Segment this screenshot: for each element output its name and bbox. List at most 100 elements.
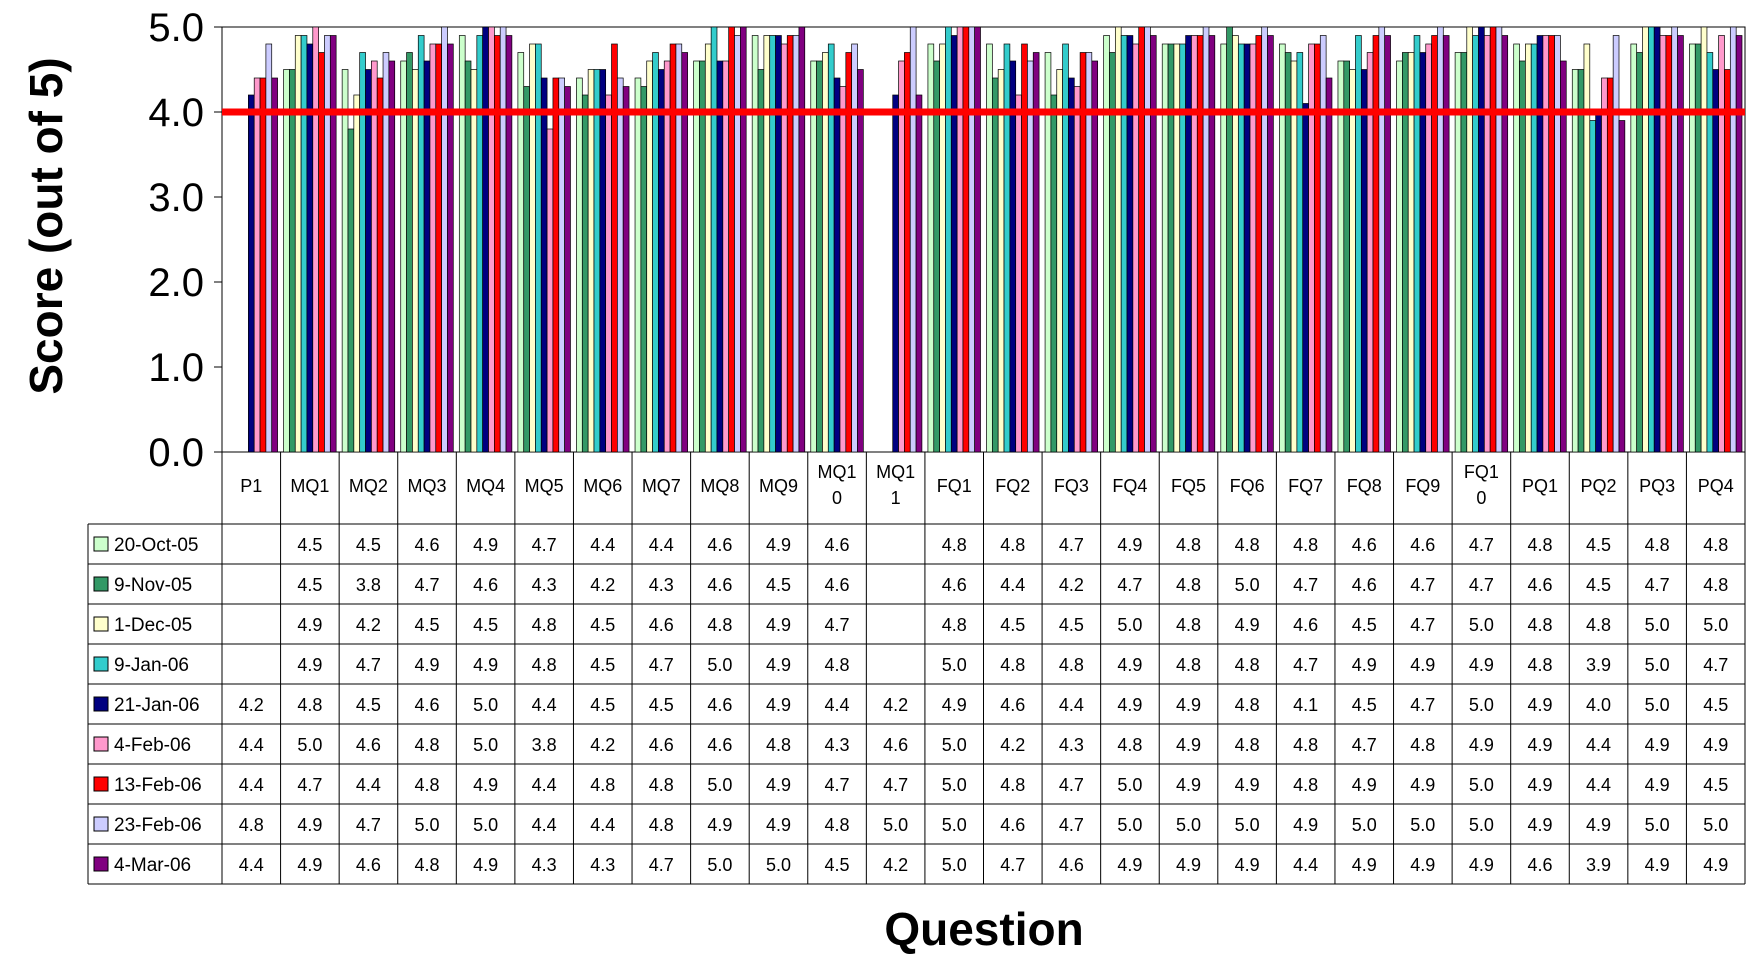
table-cell-value: 4.9 <box>473 655 498 675</box>
table-cell-value: 4.6 <box>415 535 440 555</box>
table-cell-value: 4.9 <box>1527 695 1552 715</box>
table-cell-value: 4.9 <box>1469 855 1494 875</box>
table-cell-value: 5.0 <box>942 735 967 755</box>
bar-FQ10-4-Feb-06 <box>1483 35 1491 453</box>
bar-FQ1-9-Jan-06 <box>945 26 952 453</box>
bar-MQ1-20-Oct-05 <box>283 69 290 453</box>
category-label: 1 <box>891 488 901 508</box>
table-cell-value: 5.0 <box>1352 815 1377 835</box>
table-cell-value: 4.9 <box>1117 695 1142 715</box>
bar-MQ3-13-Feb-06 <box>435 43 442 453</box>
table-cell-value: 4.2 <box>356 615 381 635</box>
bar-PQ2-21-Jan-06 <box>1595 111 1602 453</box>
table-cell-value: 4.7 <box>532 535 557 555</box>
table-cell-value: 4.4 <box>1586 775 1611 795</box>
table-cell-value: 4.7 <box>356 815 381 835</box>
bar-FQ8-23-Feb-06 <box>1378 26 1386 453</box>
bar-MQ3-23-Feb-06 <box>441 26 448 453</box>
table-cell-value: 4.9 <box>1176 735 1201 755</box>
table-cell-value: 5.0 <box>1469 775 1494 795</box>
table-cell-value: 4.8 <box>649 775 674 795</box>
category-label: MQ2 <box>349 476 388 496</box>
bar-MQ3-21-Jan-06 <box>423 60 431 453</box>
bar-MQ10-21-Jan-06 <box>833 77 841 453</box>
y-tick-label: 1.0 <box>148 346 204 390</box>
table-cell-value: 4.8 <box>766 735 791 755</box>
table-cell-value: 4.8 <box>825 815 850 835</box>
table-cell-value: 4.5 <box>297 575 322 595</box>
table-cell-value: 5.0 <box>1117 815 1142 835</box>
table-cell-value: 4.7 <box>1410 575 1435 595</box>
table-cell-value: 4.9 <box>766 815 791 835</box>
table-cell-value: 4.4 <box>1059 695 1084 715</box>
table-cell-value: 5.0 <box>1469 695 1494 715</box>
series-name: 21-Jan-06 <box>114 695 200 716</box>
bar-FQ6-20-Oct-05 <box>1220 43 1227 453</box>
bar-FQ4-1-Dec-05 <box>1114 26 1122 453</box>
table-cell-value: 4.6 <box>649 615 674 635</box>
category-label: FQ1 <box>1464 462 1499 482</box>
bar-MQ2-20-Oct-05 <box>341 69 349 453</box>
table-cell-value: 4.9 <box>1176 775 1201 795</box>
table-cell-value: 4.9 <box>415 655 440 675</box>
bar-MQ10-9-Nov-05 <box>816 60 823 453</box>
table-cell-value: 4.6 <box>1410 535 1435 555</box>
bar-MQ2-4-Mar-06 <box>388 60 396 453</box>
table-cell-value: 4.8 <box>1410 735 1435 755</box>
bar-FQ1-4-Mar-06 <box>974 26 981 453</box>
bar-FQ6-13-Feb-06 <box>1255 35 1263 453</box>
table-cell-value: 4.8 <box>1176 615 1201 635</box>
category-label: FQ1 <box>937 476 972 496</box>
table-cell-value: 4.0 <box>1586 695 1611 715</box>
bar-FQ6-23-Feb-06 <box>1261 26 1268 453</box>
bar-MQ8-21-Jan-06 <box>716 60 724 453</box>
table-cell-value: 4.8 <box>1176 575 1201 595</box>
table-cell-value: 4.5 <box>766 575 791 595</box>
table-cell-value: 4.2 <box>883 855 908 875</box>
legend-key <box>93 776 109 792</box>
bar-MQ4-21-Jan-06 <box>482 26 489 453</box>
table-cell-value: 4.9 <box>766 615 791 635</box>
table-cell-value: 4.7 <box>1293 575 1318 595</box>
bar-PQ2-9-Jan-06 <box>1589 120 1596 453</box>
category-label: 0 <box>832 488 842 508</box>
bar-FQ7-20-Oct-05 <box>1279 43 1286 453</box>
bar-PQ4-9-Nov-05 <box>1694 43 1702 453</box>
category-label: FQ3 <box>1054 476 1089 496</box>
bar-FQ4-20-Oct-05 <box>1103 35 1110 453</box>
bar-FQ5-4-Mar-06 <box>1208 35 1216 453</box>
table-cell-value: 4.5 <box>1703 775 1728 795</box>
bar-FQ1-20-Oct-05 <box>927 43 935 453</box>
table-cell-value: 4.6 <box>1000 815 1025 835</box>
table-cell-value: 4.7 <box>649 655 674 675</box>
table-cell-value: 4.9 <box>1469 655 1494 675</box>
bar-P1-4-Feb-06 <box>253 77 261 453</box>
table-cell-value: 4.8 <box>649 815 674 835</box>
bar-PQ1-4-Mar-06 <box>1560 60 1567 453</box>
bar-FQ4-4-Feb-06 <box>1132 43 1140 453</box>
bar-FQ2-9-Nov-05 <box>991 77 999 453</box>
bar-FQ2-4-Mar-06 <box>1032 52 1040 453</box>
bar-MQ8-9-Jan-06 <box>710 26 718 453</box>
table-cell-value: 4.9 <box>707 815 732 835</box>
bar-FQ7-4-Mar-06 <box>1325 77 1333 453</box>
table-cell-value: 4.9 <box>1645 775 1670 795</box>
bar-FQ4-21-Jan-06 <box>1126 35 1134 453</box>
table-cell-value: 4.4 <box>825 695 850 715</box>
table-cell-value: 4.4 <box>239 855 264 875</box>
table-cell-value: 4.9 <box>297 655 322 675</box>
table-cell-value: 4.8 <box>1527 615 1552 635</box>
table-cell-value: 4.9 <box>473 775 498 795</box>
bar-MQ4-1-Dec-05 <box>470 69 478 453</box>
bar-FQ2-20-Oct-05 <box>986 43 993 453</box>
bar-MQ4-20-Oct-05 <box>458 35 466 453</box>
table-cell-value: 4.7 <box>825 775 850 795</box>
bar-MQ1-4-Mar-06 <box>329 35 337 453</box>
table-cell-value: 4.7 <box>883 775 908 795</box>
table-cell-value: 4.5 <box>415 615 440 635</box>
bar-MQ6-23-Feb-06 <box>617 77 624 453</box>
category-label: FQ7 <box>1288 476 1323 496</box>
table-cell-value: 4.9 <box>297 815 322 835</box>
bar-MQ11-21-Jan-06 <box>892 94 899 453</box>
